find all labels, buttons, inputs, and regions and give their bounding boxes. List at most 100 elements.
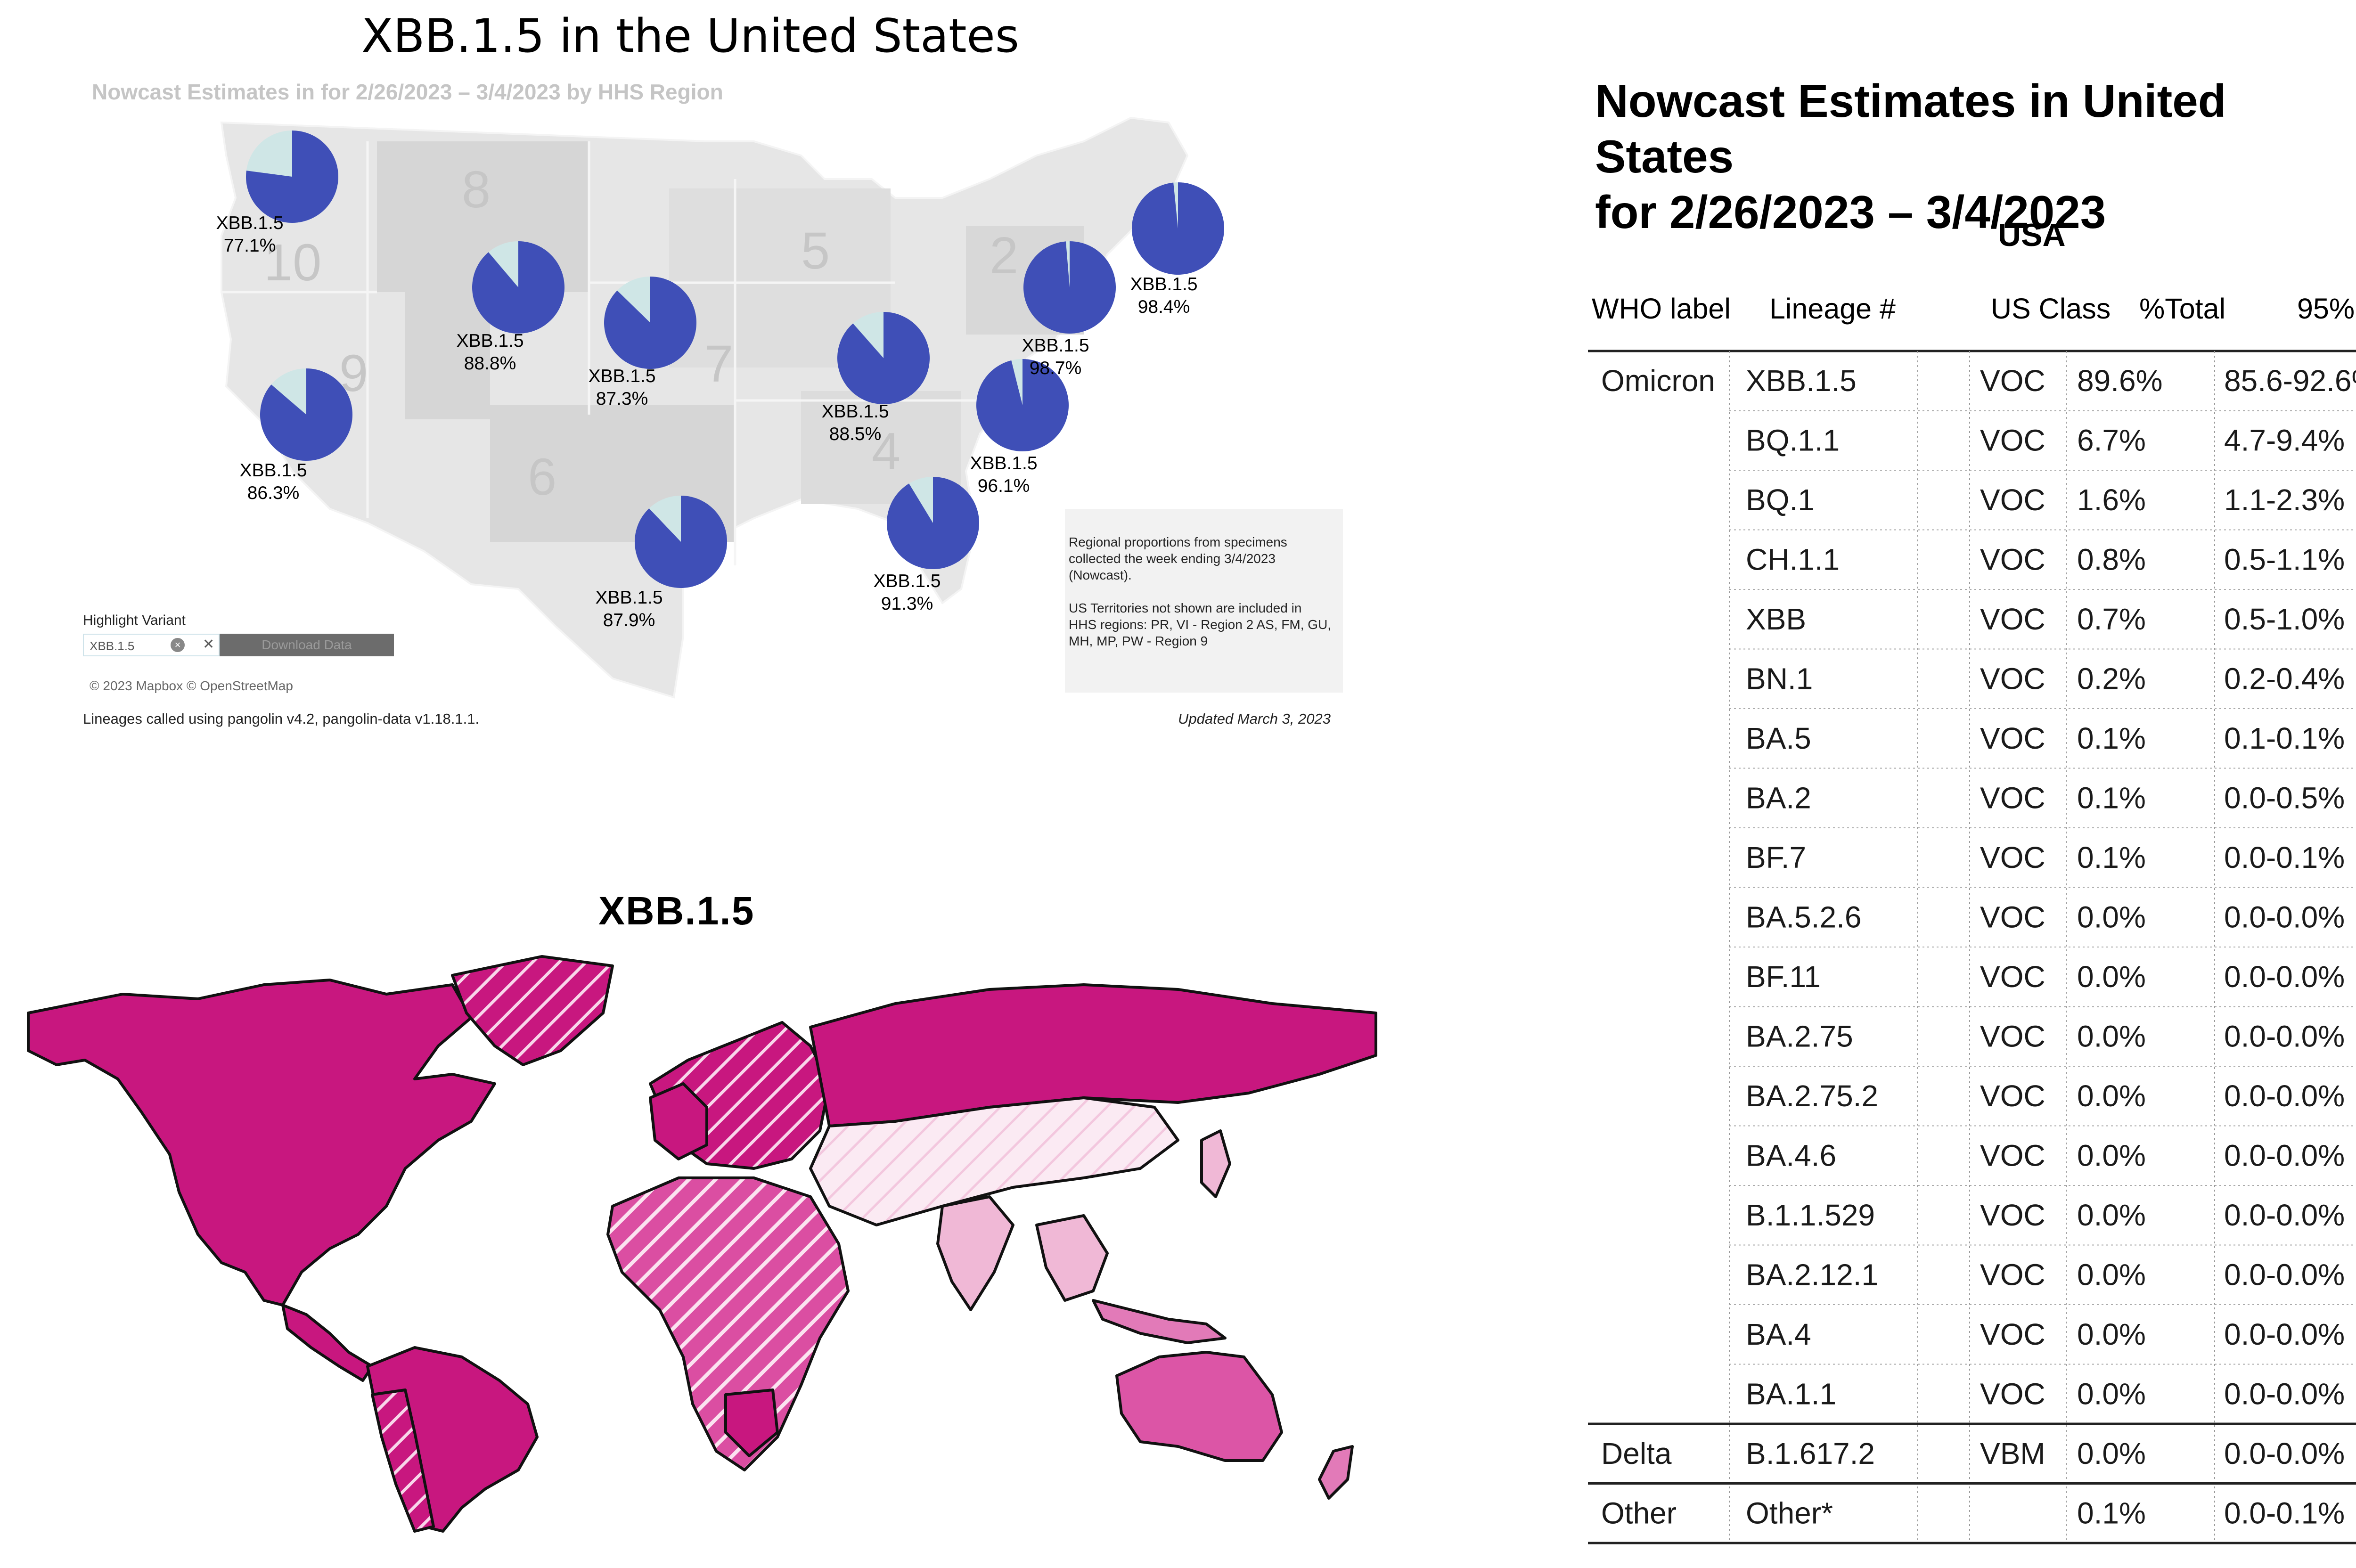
region-pie — [1132, 182, 1224, 275]
pie-label: XBB.1.5 88.5% — [785, 400, 926, 446]
table-cell-class: VBM — [1980, 1437, 2045, 1470]
region-pie — [837, 312, 930, 405]
table-cell-lineage: BA.2.12.1 — [1746, 1258, 1878, 1292]
table-cell-pi: 0.0-0.5% — [2224, 781, 2345, 815]
table-cell-lineage: B.1.1.529 — [1746, 1198, 1875, 1232]
region-pie — [1023, 241, 1116, 334]
table-cell-class: VOC — [1980, 721, 2045, 755]
table-cell-lineage: BA.2 — [1746, 781, 1811, 815]
table-cell-lineage: BF.11 — [1746, 960, 1821, 994]
table-cell-lineage: Other* — [1746, 1496, 1833, 1530]
indonesia — [1092, 1299, 1227, 1344]
pie-label-variant: XBB.1.5 — [970, 453, 1038, 474]
table-region: USA — [1998, 217, 2066, 253]
table-cell-lineage: BA.1.1 — [1746, 1377, 1836, 1411]
legend-text: Regional proportions from specimens coll… — [1069, 534, 1333, 666]
close-icon[interactable]: ✕ — [203, 637, 215, 652]
table-cell-lineage: BA.2.75 — [1746, 1020, 1853, 1054]
table-cell-lineage: BA.2.75.2 — [1746, 1079, 1878, 1113]
table-cell-total: 0.0% — [2077, 1198, 2146, 1232]
table-cell-lineage: BQ.1.1 — [1746, 424, 1840, 457]
table-cell-total: 0.7% — [2077, 602, 2146, 636]
table-cell-pi: 0.0-0.0% — [2224, 1139, 2345, 1173]
table-cell-pi: 0.2-0.4% — [2224, 662, 2345, 696]
region-number: 10 — [264, 234, 321, 292]
table-title-line: Nowcast Estimates in United States — [1595, 75, 2226, 182]
region-pie — [976, 359, 1069, 451]
region-number: 5 — [801, 222, 830, 280]
page-title: XBB.1.5 in the United States — [361, 9, 1019, 63]
pie-main-slice — [886, 477, 979, 569]
us-region-map: 10 9 8 7 6 5 4 2 — [71, 71, 1352, 740]
table-cell-pi: 0.5-1.0% — [2224, 602, 2345, 636]
highlight-variant-value: XBB.1.5 — [90, 639, 135, 653]
table-cell-lineage: B.1.617.2 — [1746, 1437, 1875, 1470]
table-cell-pi: 0.0-0.0% — [2224, 1317, 2345, 1351]
table-cell-class: VOC — [1980, 781, 2045, 815]
table-cell-class: VOC — [1980, 543, 2045, 577]
table-cell-class: VOC — [1980, 900, 2045, 934]
region-pie — [634, 496, 727, 588]
south-america-hatched — [371, 1388, 435, 1533]
table-cell-total: 0.0% — [2077, 1079, 2146, 1113]
lineage-footnote: Lineages called using pangolin v4.2, pan… — [83, 710, 480, 727]
table-cell-class: VOC — [1980, 424, 2045, 457]
pie-label-value: 91.3% — [881, 594, 933, 614]
table-cell-class: VOC — [1980, 1198, 2045, 1232]
pie-label: XBB.1.5 77.1% — [179, 212, 320, 257]
table-cell-class: VOC — [1980, 1258, 2045, 1292]
south-africa — [724, 1388, 779, 1457]
pie-label-variant: XBB.1.5 — [588, 366, 656, 386]
table-cell-total: 0.0% — [2077, 1317, 2146, 1351]
pie-label-variant: XBB.1.5 — [821, 401, 889, 422]
pie-label: XBB.1.5 87.3% — [551, 365, 693, 410]
table-cell-class: VOC — [1980, 483, 2045, 517]
pie-label-variant: XBB.1.5 — [873, 571, 941, 591]
pie-main-slice — [976, 359, 1069, 451]
table-cell-lineage: BA.5.2.6 — [1746, 900, 1862, 934]
table-cell-class: VOC — [1980, 602, 2045, 636]
pie-main-slice — [1023, 241, 1116, 334]
region-number: 2 — [990, 227, 1018, 285]
region-numbers: 10 9 8 7 6 5 4 2 — [264, 161, 1018, 506]
highlight-variant-input[interactable] — [83, 634, 220, 656]
pie-label: XBB.1.5 98.4% — [1093, 273, 1235, 318]
pie-label: XBB.1.5 86.3% — [203, 459, 344, 505]
table-cell-class: VOC — [1980, 1377, 2045, 1411]
table-grid: Omicron XBB.1.5 VOC 89.6% 85.6-92.6% BQ.1.1 VO… — [1588, 350, 2356, 1544]
col-header-total: %Total — [2139, 293, 2226, 325]
table-cell-lineage: BF.7 — [1746, 841, 1806, 874]
africa — [606, 1176, 850, 1471]
pie-label: XBB.1.5 98.7% — [985, 335, 1126, 380]
pie-label-value: 86.3% — [247, 483, 300, 503]
table-cell-total: 0.0% — [2077, 900, 2146, 934]
table-cell-total: 89.6% — [2077, 364, 2162, 398]
table-cell-pi: 0.0-0.1% — [2224, 841, 2345, 874]
table-cell-class: VOC — [1980, 1020, 2045, 1054]
pie-label-value: 88.8% — [464, 353, 516, 374]
clear-icon[interactable]: × — [171, 638, 185, 652]
pie-label: XBB.1.5 88.8% — [419, 330, 561, 375]
table-cell-class: VOC — [1980, 662, 2045, 696]
table-cell-class: VOC — [1980, 1079, 2045, 1113]
table-cell-total: 0.1% — [2077, 721, 2146, 755]
pie-label-variant: XBB.1.5 — [1022, 335, 1089, 356]
legend-line: US Territories not shown are included in… — [1069, 601, 1332, 648]
table-cell-pi: 0.0-0.0% — [2224, 1198, 2345, 1232]
table-cell-pi: 0.0-0.0% — [2224, 1020, 2345, 1054]
table-cell-pi: 0.0-0.0% — [2224, 900, 2345, 934]
table-title-line: for 2/26/2023 – 3/4/2023 — [1595, 186, 2106, 238]
central-asia — [809, 1096, 1179, 1226]
pie-label-value: 96.1% — [977, 476, 1030, 496]
region-number: 8 — [462, 161, 491, 219]
pie-main-slice — [246, 131, 339, 223]
table-cell-lineage: BA.4 — [1746, 1317, 1811, 1351]
table-cell-lineage: BA.5 — [1746, 721, 1811, 755]
region-8-lower — [405, 292, 490, 419]
table-cell-class: VOC — [1980, 1317, 2045, 1351]
updated-date: Updated March 3, 2023 — [1178, 710, 1331, 727]
central-america — [281, 1304, 374, 1382]
region-number: 6 — [528, 448, 556, 506]
download-data-button[interactable]: Download Data — [220, 634, 394, 656]
col-header-pi: 95%PI — [2297, 293, 2356, 325]
